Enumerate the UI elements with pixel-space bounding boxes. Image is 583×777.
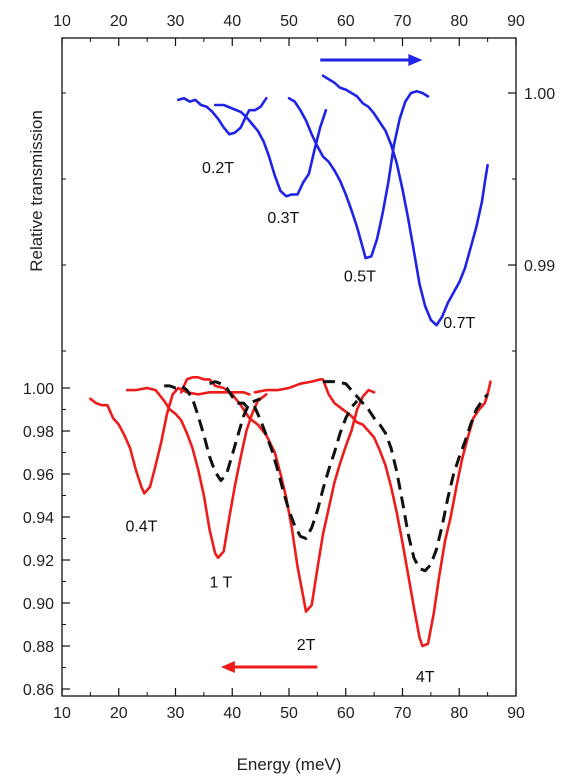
- top-arrow-head: [408, 54, 423, 66]
- x-top-tick-label: 70: [394, 13, 412, 30]
- bottom-series-1-t: [126, 386, 268, 560]
- left-y-tick-label: 0.90: [23, 596, 54, 613]
- top-series-0-7t: [321, 74, 489, 327]
- field-label: 2T: [297, 637, 316, 654]
- left-y-tick-label: 0.96: [23, 467, 54, 484]
- x-tick-label: 40: [223, 705, 241, 722]
- field-label: 4T: [416, 669, 435, 686]
- x-tick-label: 50: [280, 705, 298, 722]
- x-top-tick-label: 50: [280, 13, 298, 30]
- bottom-series-4t-theory: [323, 380, 489, 573]
- top-series-0-2t: [177, 96, 268, 136]
- plot-frame: [61, 37, 517, 697]
- field-label: 0.5T: [344, 268, 376, 285]
- direction-arrows: [220, 54, 423, 673]
- left-y-tick-label: 0.92: [23, 553, 54, 570]
- bottom-series-0-4t: [89, 386, 251, 495]
- bottom-series-2t-theory: [209, 380, 359, 540]
- x-tick-label: 70: [394, 705, 412, 722]
- x-axis-title: Energy (meV): [237, 755, 342, 774]
- x-top-tick-label: 20: [110, 13, 128, 30]
- bottom-series-4t: [253, 378, 492, 648]
- field-label: 1 T: [209, 575, 232, 592]
- field-annotations: 0.2T 0.3T 0.5T 0.7T 0.4T 1 T 2T 4T: [125, 160, 475, 686]
- left-y-tick-label: 1.00: [23, 381, 54, 398]
- x-tick-label: 10: [53, 705, 71, 722]
- x-tick-label: 60: [337, 705, 355, 722]
- x-top-tick-label: 60: [337, 13, 355, 30]
- field-label: 0.4T: [125, 519, 157, 536]
- axis-ticks: [61, 38, 517, 696]
- left-y-tick-label: 0.88: [23, 639, 54, 656]
- x-top-tick-label: 30: [167, 13, 185, 30]
- x-top-tick-label: 90: [507, 13, 525, 30]
- field-label: 0.7T: [443, 315, 475, 332]
- right-y-tick-label: 1.00: [524, 86, 555, 103]
- field-label: 0.3T: [267, 210, 299, 227]
- x-top-tick-label: 10: [53, 13, 71, 30]
- x-tick-label: 30: [167, 705, 185, 722]
- bottom-series-1-t-theory: [164, 384, 262, 482]
- left-y-tick-label: 0.94: [23, 510, 54, 527]
- y-axis-title: Relative transmission: [27, 110, 46, 272]
- series-layer: [89, 74, 492, 648]
- x-top-tick-label: 40: [223, 13, 241, 30]
- right-y-tick-label: 0.99: [524, 258, 555, 275]
- left-y-tick-label: 0.86: [23, 682, 54, 699]
- x-tick-label: 80: [450, 705, 468, 722]
- x-top-tick-label: 80: [450, 13, 468, 30]
- top-series-0-3t: [213, 103, 328, 198]
- x-tick-label: 20: [110, 705, 128, 722]
- bottom-arrow-head: [220, 661, 235, 673]
- left-y-tick-label: 0.98: [23, 424, 54, 441]
- bottom-series-2t: [179, 376, 376, 613]
- x-tick-label: 90: [507, 705, 525, 722]
- field-label: 0.2T: [202, 160, 234, 177]
- tick-labels: 10 10 20 20 30 30 40 40 50 50 60 60 70 70 80 80 90 90 0.99…: [23, 13, 555, 722]
- top-series-0-5t: [287, 90, 430, 260]
